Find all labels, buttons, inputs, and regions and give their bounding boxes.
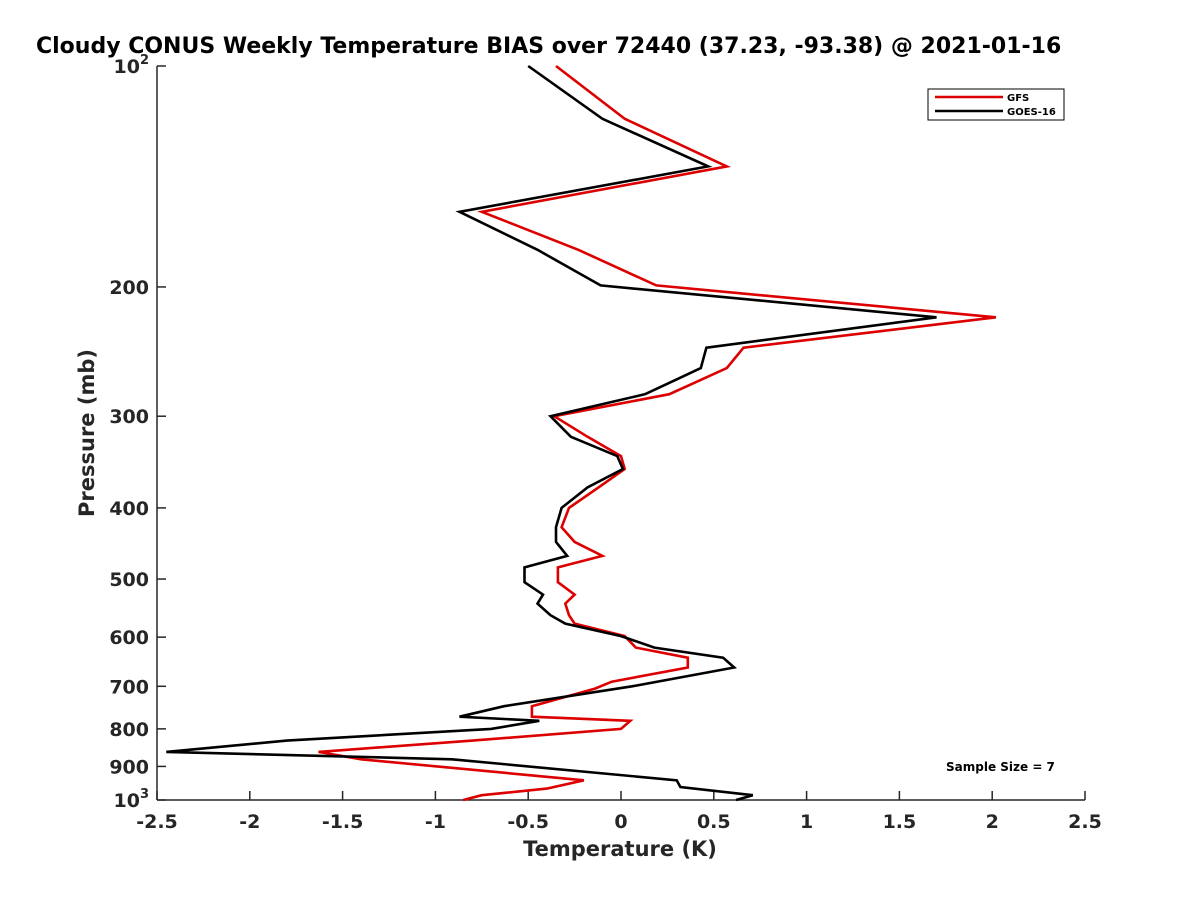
y-tick-label: 800 xyxy=(109,719,149,741)
y-tick-label: 600 xyxy=(109,627,149,649)
y-tick-label: 103 xyxy=(114,787,150,812)
y-tick-label: 700 xyxy=(109,676,149,698)
y-tick-label: 300 xyxy=(109,406,149,428)
legend-label-goes16: GOES-16 xyxy=(1007,107,1056,118)
legend: GFS GOES-16 xyxy=(927,88,1065,121)
x-tick-label: -2.5 xyxy=(136,811,178,833)
x-tick-label: -0.5 xyxy=(507,811,549,833)
x-tick-label: -2 xyxy=(239,811,260,833)
x-tick-label: -1.5 xyxy=(322,811,364,833)
x-tick-label: 1.5 xyxy=(883,811,917,833)
y-tick-label: 400 xyxy=(109,498,149,520)
x-axis-ticks: -2.5 -2 -1.5 -1 -0.5 0 0.5 1 1.5 2 2.5 xyxy=(136,791,1102,833)
legend-label-gfs: GFS xyxy=(1007,93,1029,104)
legend-box xyxy=(927,88,1065,121)
series-line-goes16 xyxy=(166,64,937,802)
y-tick-label: 500 xyxy=(109,569,149,591)
y-tick-label: 102 xyxy=(114,53,150,78)
x-tick-label: 1 xyxy=(800,811,813,833)
sample-size-annotation: Sample Size = 7 xyxy=(946,760,1055,774)
plot-axes xyxy=(156,66,1085,801)
x-tick-label: 0.5 xyxy=(697,811,731,833)
x-tick-label: 2 xyxy=(986,811,999,833)
chart-title: Cloudy CONUS Weekly Temperature BIAS ove… xyxy=(36,34,1061,59)
x-tick-label: 2.5 xyxy=(1068,811,1102,833)
y-tick-label: 900 xyxy=(109,756,149,778)
y-tick-label: 200 xyxy=(109,277,149,299)
x-tick-label: 0 xyxy=(614,811,627,833)
series-line-gfs xyxy=(318,64,997,802)
data-series xyxy=(166,64,997,802)
x-axis-label: Temperature (K) xyxy=(523,837,717,861)
y-axis-label: Pressure (mb) xyxy=(75,349,99,517)
y-axis-ticks: 102 200 300 400 500 600 700 800 900 103 xyxy=(109,53,166,812)
x-tick-label: -1 xyxy=(425,811,446,833)
